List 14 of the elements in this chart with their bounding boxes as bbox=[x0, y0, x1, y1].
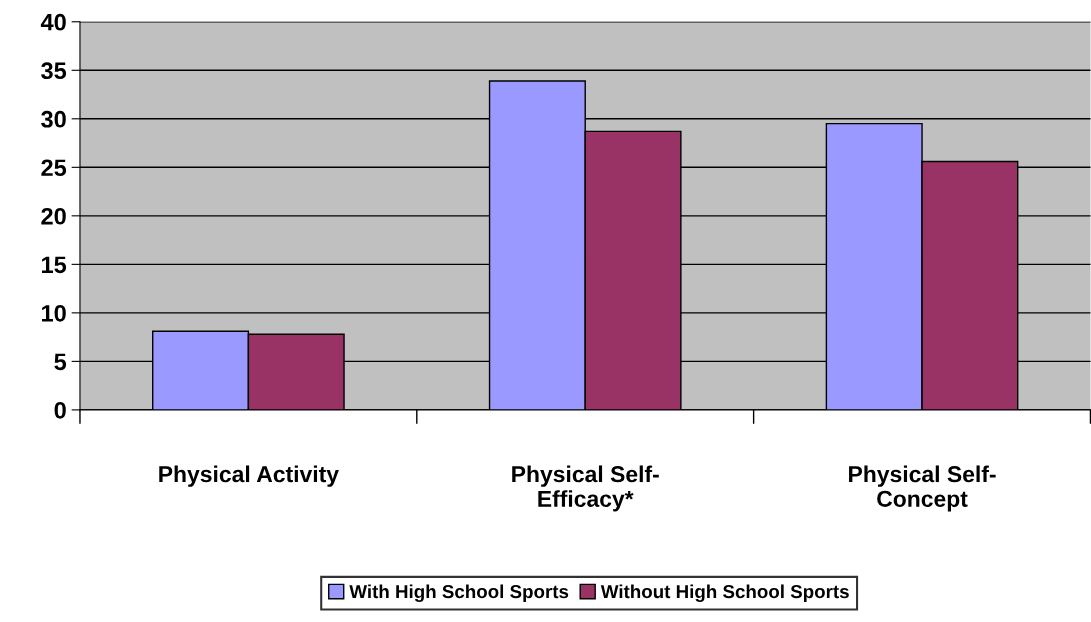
x-tick-label: Physical Self- Concept bbox=[849, 465, 996, 512]
y-tick-label: 25 bbox=[41, 159, 67, 177]
legend-label: With High School Sports bbox=[349, 584, 569, 603]
x-tick-label: Physical Self- Efficacy* bbox=[512, 465, 659, 512]
y-tick-label: 40 bbox=[40, 13, 66, 31]
y-tick-label: 30 bbox=[41, 110, 66, 128]
y-tick-label: 5 bbox=[54, 353, 67, 371]
y-tick-label: 35 bbox=[41, 62, 67, 80]
legend-label: Without High School Sports bbox=[600, 584, 849, 603]
y-tick-label: 15 bbox=[42, 256, 67, 274]
x-tick-label: Physical Activity bbox=[159, 465, 339, 487]
y-tick-label: 0 bbox=[54, 401, 66, 419]
y-tick-label: 20 bbox=[41, 207, 66, 225]
y-tick-label: 10 bbox=[42, 304, 66, 322]
